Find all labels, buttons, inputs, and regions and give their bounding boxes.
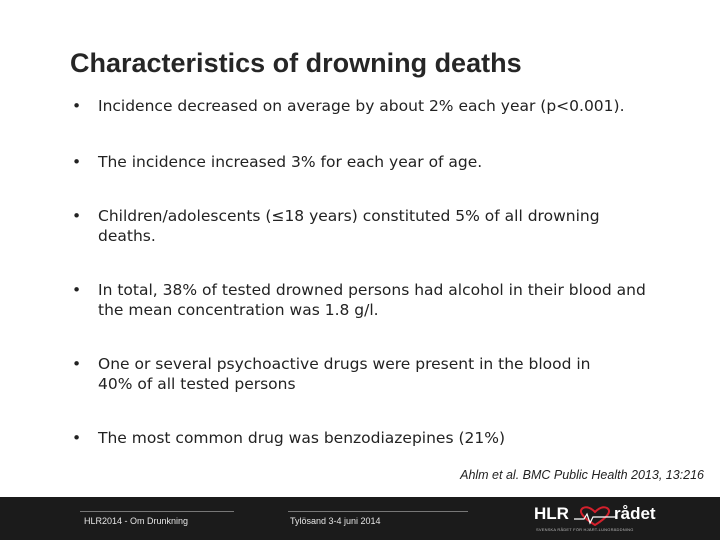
bullet-item: • Incidence decreased on average by abou… (72, 96, 652, 116)
bullet-marker: • (72, 97, 82, 115)
bullet-marker: • (72, 207, 82, 225)
slide-title: Characteristics of drowning deaths (70, 48, 522, 78)
hlr-radet-logo: HLR rådet SVENSKA RÅDET FÖR HJÄRT-LUNGRÄ… (534, 503, 660, 535)
footer-bar: HLR2014 - Om Drunkning Tylösand 3-4 juni… (0, 497, 720, 540)
bullet-marker: • (72, 153, 82, 171)
bullet-marker: • (72, 281, 82, 299)
bullet-text: Children/adolescents (≤18 years) constit… (98, 207, 600, 245)
bullet-item: • Children/adolescents (≤18 years) const… (72, 206, 652, 246)
bullet-text: Incidence decreased on average by about … (98, 97, 625, 115)
footer-divider (80, 511, 234, 512)
bullet-text: In total, 38% of tested drowned persons … (98, 281, 646, 319)
bullet-text: The incidence increased 3% for each year… (98, 153, 483, 171)
bullet-marker: • (72, 355, 82, 373)
bullet-marker: • (72, 429, 82, 447)
logo-word-right: rådet (614, 504, 656, 523)
footer-left-text: HLR2014 - Om Drunkning (84, 516, 189, 526)
logo-word-left: HLR (534, 504, 569, 523)
footer-divider (288, 511, 468, 512)
bullet-item: • One or several psychoactive drugs were… (72, 354, 652, 394)
bullet-text: The most common drug was benzodiazepines… (98, 429, 506, 447)
citation: Ahlm et al. BMC Public Health 2013, 13:2… (460, 468, 704, 482)
logo-tagline: SVENSKA RÅDET FÖR HJÄRT-LUNGRÄDDNING (536, 527, 634, 532)
heart-pulse-icon (574, 506, 616, 527)
bullet-text: One or several psychoactive drugs were p… (98, 355, 591, 393)
footer-center-text: Tylösand 3-4 juni 2014 (290, 516, 381, 526)
bullet-item: • In total, 38% of tested drowned person… (72, 280, 652, 320)
bullet-item: • The most common drug was benzodiazepin… (72, 428, 652, 448)
bullet-item: • The incidence increased 3% for each ye… (72, 152, 652, 172)
